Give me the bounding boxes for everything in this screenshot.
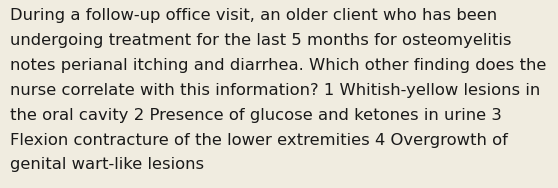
- Text: nurse correlate with this information? 1 Whitish-yellow lesions in: nurse correlate with this information? 1…: [10, 83, 540, 98]
- Text: During a follow-up office visit, an older client who has been: During a follow-up office visit, an olde…: [10, 8, 497, 24]
- Text: notes perianal itching and diarrhea. Which other finding does the: notes perianal itching and diarrhea. Whi…: [10, 58, 546, 73]
- Text: the oral cavity 2 Presence of glucose and ketones in urine 3: the oral cavity 2 Presence of glucose an…: [10, 108, 502, 123]
- Text: genital wart-like lesions: genital wart-like lesions: [10, 157, 204, 172]
- Text: undergoing treatment for the last 5 months for osteomyelitis: undergoing treatment for the last 5 mont…: [10, 33, 512, 48]
- Text: Flexion contracture of the lower extremities 4 Overgrowth of: Flexion contracture of the lower extremi…: [10, 133, 508, 148]
